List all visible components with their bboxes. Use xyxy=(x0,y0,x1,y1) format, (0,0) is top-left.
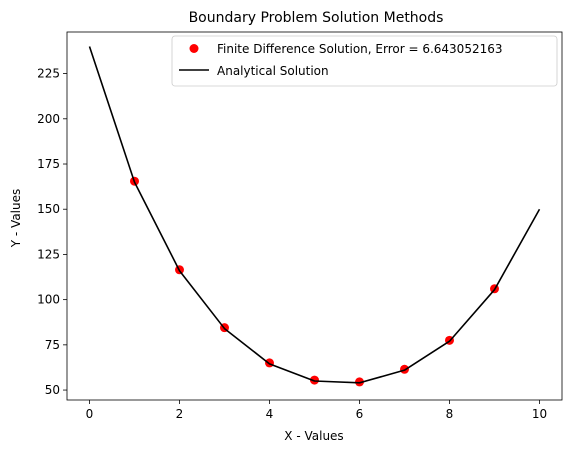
x-axis-label: X - Values xyxy=(284,429,343,443)
y-tick-label: 200 xyxy=(37,112,60,126)
x-tick-label: 8 xyxy=(446,407,454,421)
y-tick-label: 75 xyxy=(45,338,60,352)
x-tick-label: 10 xyxy=(532,407,547,421)
legend: Finite Difference Solution, Error = 6.64… xyxy=(171,35,558,87)
finite-difference-point xyxy=(355,377,364,387)
y-tick-label: 175 xyxy=(37,157,60,171)
y-axis: 50 75 100 125 150 175 200 225 xyxy=(37,67,67,397)
y-tick-label: 50 xyxy=(45,383,60,397)
y-tick-label: 100 xyxy=(37,293,60,307)
y-tick-label: 225 xyxy=(37,67,60,81)
y-tick-label: 125 xyxy=(37,247,60,261)
x-tick-label: 2 xyxy=(176,407,184,421)
legend-label-finite-difference: Finite Difference Solution, Error = 6.64… xyxy=(217,42,503,56)
plot-area xyxy=(88,46,541,387)
legend-label-analytical: Analytical Solution xyxy=(217,64,329,78)
y-tick-label: 150 xyxy=(37,202,60,216)
y-axis-label: Y - Values xyxy=(9,189,23,249)
analytical-solution-line xyxy=(88,46,541,384)
x-axis: 0 2 4 6 8 10 xyxy=(86,400,547,421)
x-tick-label: 0 xyxy=(86,407,94,421)
chart-title: Boundary Problem Solution Methods xyxy=(189,10,444,26)
x-tick-label: 4 xyxy=(266,407,274,421)
x-tick-label: 6 xyxy=(356,407,364,421)
legend-marker-finite-difference xyxy=(189,44,199,53)
legend-box xyxy=(171,35,558,87)
axes-frame xyxy=(66,31,563,401)
finite-difference-point xyxy=(310,375,319,385)
